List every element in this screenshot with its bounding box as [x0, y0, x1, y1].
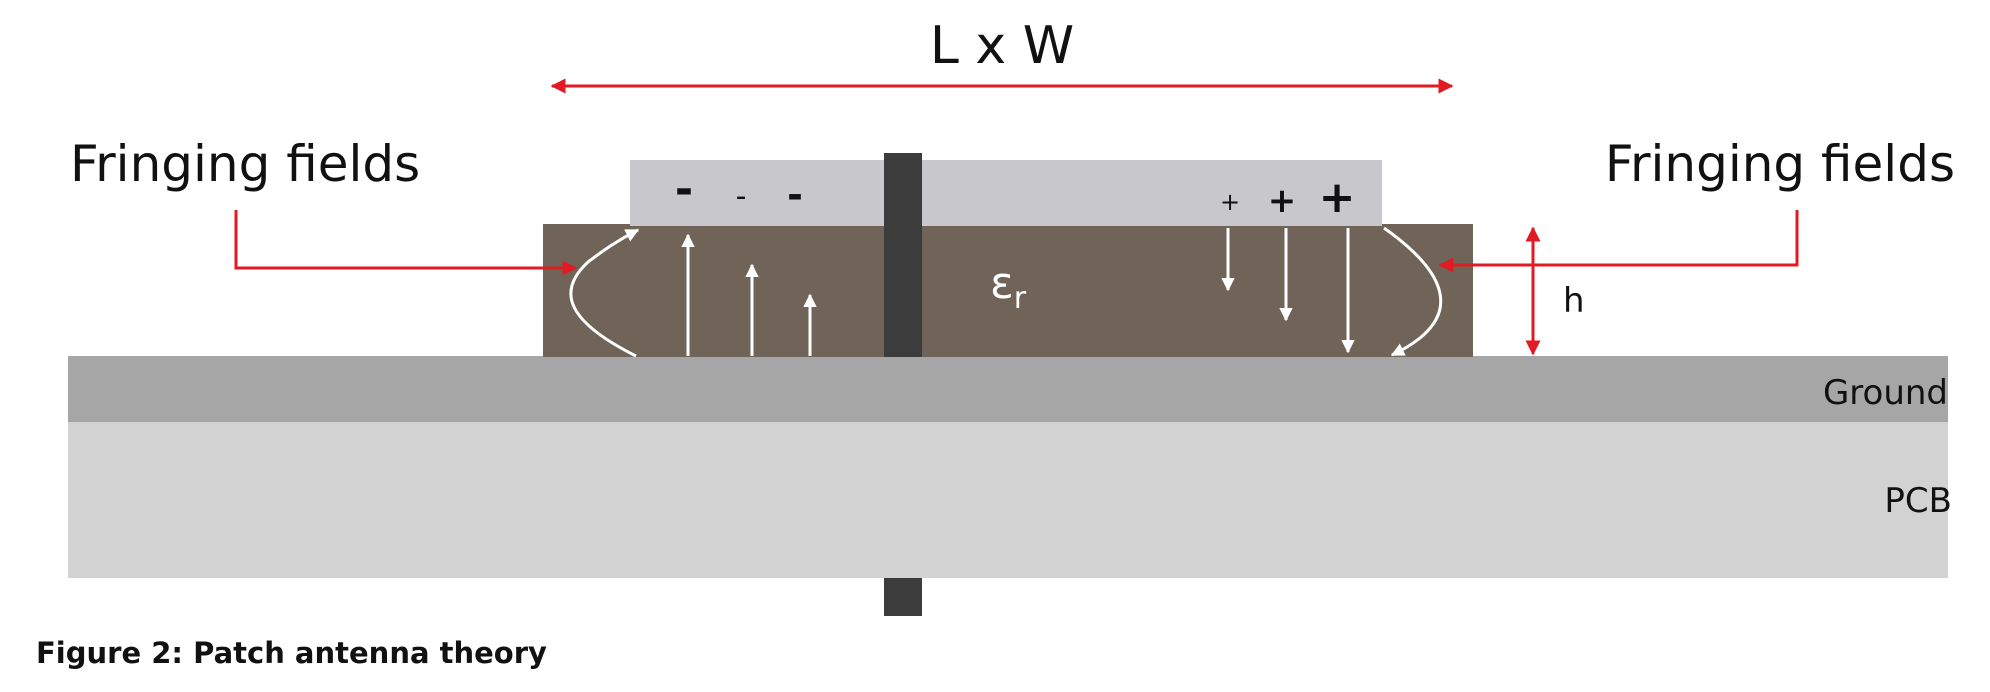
fringing-callout-arrow-left: [234, 210, 578, 276]
field-lines-left: [569, 228, 817, 358]
pcb-layer: [68, 420, 1948, 578]
charges-positive-group: + + +: [1220, 172, 1355, 223]
field-lines-right: [1221, 226, 1443, 357]
feed-pin-upper: [884, 153, 922, 357]
fringing-field-line-left: [569, 228, 640, 358]
charge-negative-2: -: [736, 179, 747, 214]
fringing-fields-label-left: Fringing fields: [70, 135, 420, 193]
fringing-field-line-right: [1383, 226, 1443, 357]
epsilon-symbol: ε: [990, 258, 1014, 309]
charges-negative-group: - - -: [675, 164, 803, 217]
dielectric-substrate: [543, 224, 1473, 357]
charge-negative-3: -: [787, 173, 803, 217]
figure-caption: Figure 2: Patch antenna theory: [36, 636, 547, 670]
feed-pin-lower: [884, 578, 922, 616]
fringing-callout-arrow-right: [1438, 210, 1799, 273]
height-label: h: [1563, 281, 1585, 321]
charge-positive-3: +: [1319, 172, 1356, 223]
charge-positive-1: +: [1220, 188, 1240, 216]
patch-conductor: [630, 160, 1382, 226]
charge-positive-2: +: [1268, 181, 1297, 221]
dielectric-constant-label: εr: [990, 258, 1027, 316]
epsilon-subscript: r: [1014, 281, 1027, 316]
charge-negative-1: -: [675, 164, 693, 215]
pcb-label: PCB: [1884, 481, 1952, 521]
fringing-fields-label-right: Fringing fields: [1605, 135, 1955, 193]
ground-label: Ground: [1823, 373, 1948, 413]
ground-plane: [68, 356, 1948, 422]
dimension-label: L x W: [930, 16, 1074, 76]
